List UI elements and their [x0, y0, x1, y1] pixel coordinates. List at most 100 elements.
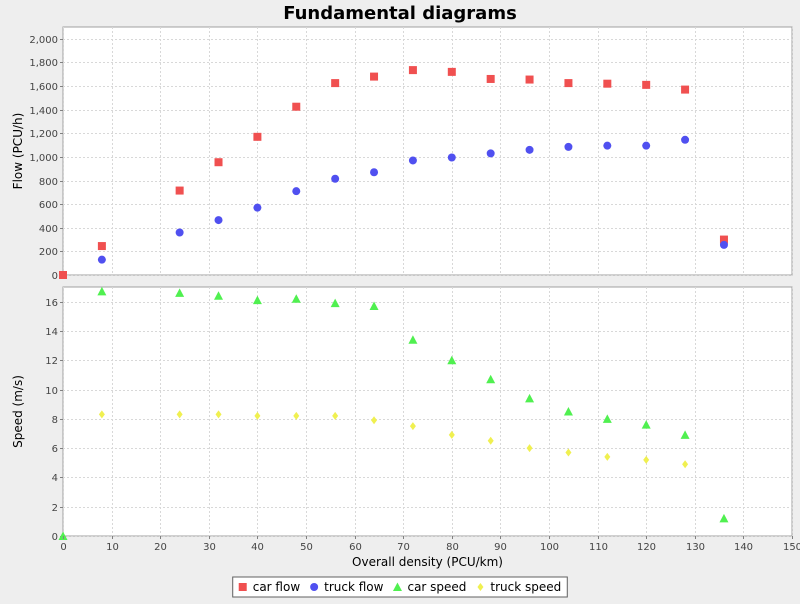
truck-speed-point — [409, 422, 416, 431]
y-tick-label: 600 — [39, 200, 58, 211]
car-flow-point — [642, 80, 651, 89]
truck-flow-point — [681, 135, 690, 144]
y-tick-label: 6 — [52, 444, 58, 455]
truck-speed-point — [293, 411, 300, 420]
car-speed-point — [563, 407, 573, 416]
car-speed-point — [58, 531, 68, 540]
car-speed-point — [447, 355, 457, 365]
truck-flow-point — [175, 228, 184, 237]
car-flow-point — [331, 79, 340, 88]
y-tick-label: 1,200 — [29, 129, 58, 140]
y-tick-label: 0 — [52, 271, 58, 282]
truck-flow-point — [486, 149, 495, 158]
truck-speed-point — [565, 448, 572, 457]
car-flow-point — [525, 75, 534, 84]
x-tick-label: 0 — [60, 542, 66, 553]
x-tick-label: 40 — [251, 542, 264, 553]
y-tick-label: 12 — [45, 356, 58, 367]
car-speed-point — [486, 374, 496, 384]
x-tick-label: 110 — [589, 542, 608, 553]
truck-flow-point — [447, 153, 456, 162]
car-speed-point — [408, 335, 418, 344]
legend-marker-truck-speed — [477, 583, 484, 591]
car-flow-point — [564, 79, 573, 88]
car-flow-point — [370, 72, 379, 81]
y-tick-label: 2,000 — [29, 35, 58, 46]
car-flow-point — [681, 85, 690, 94]
car-speed-point — [719, 513, 729, 523]
truck-flow-point — [603, 141, 612, 150]
car-flow-point — [447, 67, 456, 76]
truck-speed-point — [254, 411, 261, 420]
y-tick-label: 10 — [45, 386, 58, 397]
x-tick-label: 10 — [106, 542, 119, 553]
car-flow-point — [603, 79, 612, 88]
y-tick-label: 400 — [39, 224, 58, 235]
car-flow-point — [486, 74, 495, 83]
car-speed-point — [369, 301, 379, 311]
y-tick-label: 1,000 — [29, 153, 58, 164]
car-flow-point — [214, 158, 223, 167]
car-flow-point — [292, 102, 301, 111]
car-speed-point — [525, 393, 535, 403]
truck-flow-point — [97, 255, 106, 264]
legend-marker-car-flow — [238, 583, 247, 591]
car-speed-point — [330, 298, 340, 308]
truck-flow-point — [292, 187, 301, 196]
truck-speed-point — [682, 460, 689, 469]
truck-flow-point — [331, 174, 340, 183]
x-tick-label: 60 — [349, 542, 362, 553]
car-flow-point — [59, 271, 67, 279]
chart-title: Fundamental diagrams — [283, 3, 517, 24]
truck-flow-point — [408, 156, 417, 165]
y-tick-label: 4 — [52, 473, 58, 484]
truck-speed-point — [448, 430, 455, 439]
y-tick-label: 1,600 — [29, 82, 58, 93]
x-tick-label: 120 — [637, 542, 656, 553]
car-speed-point — [680, 430, 690, 439]
car-speed-point — [175, 288, 185, 297]
y-tick-label: 14 — [45, 327, 58, 338]
y-axis-title-flow: Flow (PCU/h) — [11, 113, 25, 190]
truck-flow-point — [214, 216, 223, 225]
legend-label-car-speed: car speed — [407, 580, 466, 594]
x-tick-label: 130 — [686, 542, 705, 553]
x-tick-label: 80 — [446, 542, 459, 553]
car-flow-point — [719, 235, 728, 244]
truck-speed-point — [526, 444, 533, 453]
x-tick-label: 150 — [783, 542, 800, 553]
y-tick-label: 1,800 — [29, 58, 58, 69]
legend-marker-car-speed — [392, 582, 402, 591]
truck-flow-point — [253, 203, 262, 212]
y-tick-label: 2 — [52, 503, 58, 514]
x-axis-title: Overall density (PCU/km) — [352, 555, 503, 569]
truck-speed-point — [604, 452, 611, 461]
truck-speed-point — [643, 455, 650, 464]
truck-flow-point — [370, 168, 379, 177]
x-tick-label: 140 — [734, 542, 753, 553]
truck-speed-point — [487, 436, 494, 445]
y-tick-label: 1,400 — [29, 106, 58, 117]
legend-label-truck-flow: truck flow — [324, 580, 384, 594]
y-tick-label: 200 — [39, 247, 58, 258]
y-tick-label: 0 — [52, 532, 58, 543]
x-tick-label: 30 — [203, 542, 216, 553]
legend-box — [232, 576, 568, 598]
truck-flow-point — [564, 142, 573, 151]
car-speed-point — [252, 295, 262, 305]
x-tick-label: 50 — [300, 542, 313, 553]
y-axis-title-speed: Speed (m/s) — [11, 375, 25, 448]
truck-speed-point — [176, 410, 183, 419]
truck-flow-point — [642, 141, 651, 150]
car-speed-point — [214, 291, 224, 300]
y-tick-label: 800 — [39, 177, 58, 188]
x-tick-label: 20 — [154, 542, 167, 553]
legend: car flow truck flow car speed truck speed — [232, 576, 568, 598]
car-speed-point — [641, 420, 651, 429]
plot-area-speed — [62, 286, 793, 537]
x-tick-label: 70 — [397, 542, 410, 553]
legend-label-car-flow: car flow — [253, 580, 301, 594]
car-speed-point — [602, 414, 612, 423]
